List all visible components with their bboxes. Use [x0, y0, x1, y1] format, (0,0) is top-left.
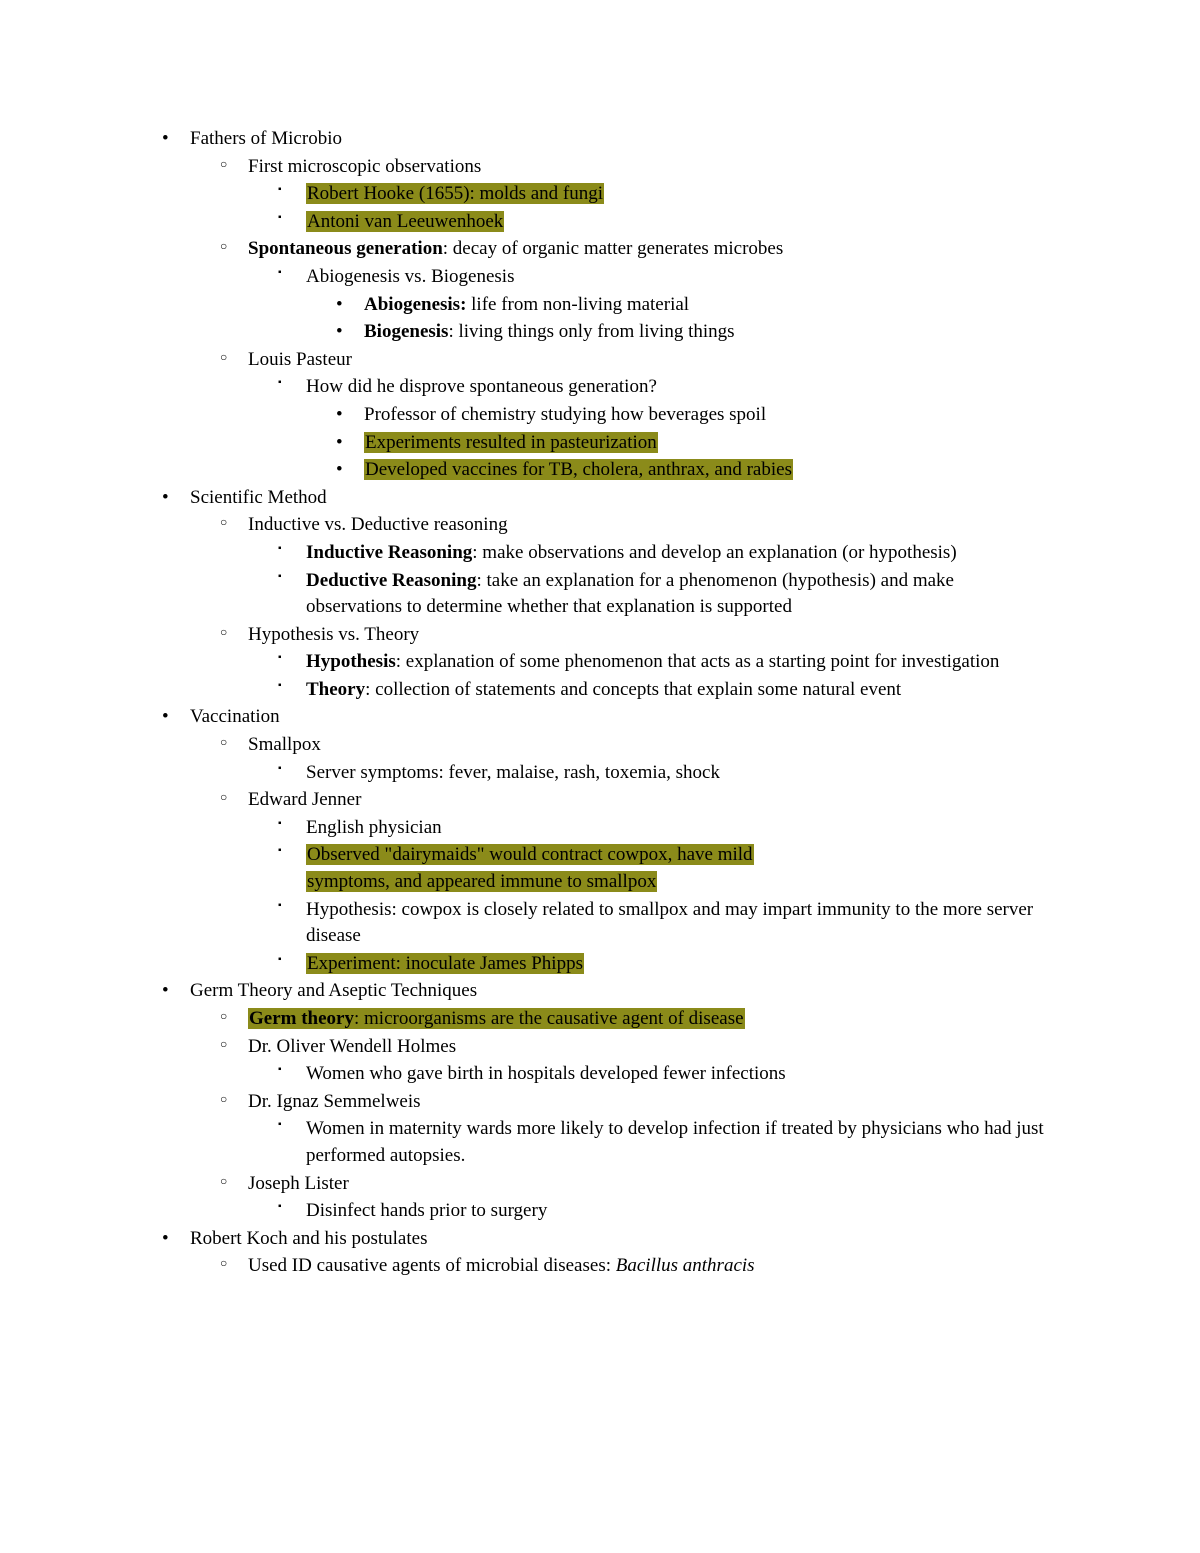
list-item: Developed vaccines for TB, cholera, anth…: [324, 457, 1050, 484]
text: Robert Koch and his postulates: [190, 1228, 427, 1249]
list-item: Experiments resulted in pasteurization: [324, 430, 1050, 457]
list-item: Biogenesis: living things only from livi…: [324, 319, 1050, 346]
list-item: Theory: collection of statements and con…: [266, 677, 1050, 704]
text: Used ID causative agents of microbial di…: [248, 1255, 616, 1276]
list-item: Observed "dairymaids" would contract cow…: [266, 842, 1050, 895]
text: Dr. Ignaz Semmelweis: [248, 1091, 421, 1112]
text: Edward Jenner: [248, 789, 361, 810]
highlighted-text: Experiments resulted in pasteurization: [364, 432, 658, 453]
text: Germ Theory and Aseptic Techniques: [190, 980, 477, 1001]
list-item: Inductive Reasoning: make observations a…: [266, 540, 1050, 567]
bold-text: Deductive Reasoning: [306, 570, 476, 591]
italic-text: Bacillus anthracis: [616, 1255, 755, 1276]
bold-text: Inductive Reasoning: [306, 542, 472, 563]
list-item: Hypothesis vs. Theory Hypothesis: explan…: [208, 622, 1050, 704]
text: life from non-living material: [466, 294, 689, 315]
list-item: Hypothesis: cowpox is closely related to…: [266, 897, 1050, 950]
bold-text: Biogenesis: [364, 321, 448, 342]
text: How did he disprove spontaneous generati…: [306, 376, 657, 397]
text: Women who gave birth in hospitals develo…: [306, 1063, 786, 1084]
document-page: Fathers of Microbio First microscopic ob…: [0, 0, 1200, 1553]
list-item: Disinfect hands prior to surgery: [266, 1198, 1050, 1225]
highlighted-text: Germ theory: microorganisms are the caus…: [248, 1008, 745, 1029]
bold-text: Spontaneous generation: [248, 238, 443, 259]
bold-text: Germ theory: [249, 1008, 354, 1029]
list-item: Smallpox Server symptoms: fever, malaise…: [208, 732, 1050, 786]
highlighted-text: Robert Hooke (1655): molds and fungi: [306, 183, 604, 204]
text: Abiogenesis vs. Biogenesis: [306, 266, 514, 287]
text: Scientific Method: [190, 487, 327, 508]
list-item: Scientific Method Inductive vs. Deductiv…: [150, 485, 1050, 704]
text: Dr. Oliver Wendell Holmes: [248, 1036, 456, 1057]
highlighted-text: symptoms, and appeared immune to smallpo…: [306, 871, 657, 892]
text: Smallpox: [248, 734, 321, 755]
text: Vaccination: [190, 706, 280, 727]
bold-text: Hypothesis: [306, 651, 396, 672]
list-item: Germ Theory and Aseptic Techniques Germ …: [150, 978, 1050, 1224]
list-item: Hypothesis: explanation of some phenomen…: [266, 649, 1050, 676]
list-item: How did he disprove spontaneous generati…: [266, 374, 1050, 483]
outline-root: Fathers of Microbio First microscopic ob…: [150, 126, 1050, 1280]
text: : living things only from living things: [448, 321, 734, 342]
list-item: Edward Jenner English physician Observed…: [208, 787, 1050, 977]
list-item: Abiogenesis: life from non-living materi…: [324, 292, 1050, 319]
list-item: Spontaneous generation: decay of organic…: [208, 236, 1050, 345]
text: Server symptoms: fever, malaise, rash, t…: [306, 762, 720, 783]
list-item: Vaccination Smallpox Server symptoms: fe…: [150, 704, 1050, 977]
bold-text: Theory: [306, 679, 365, 700]
highlighted-text: Observed "dairymaids" would contract cow…: [306, 844, 754, 865]
text: : collection of statements and concepts …: [365, 679, 901, 700]
list-item: Server symptoms: fever, malaise, rash, t…: [266, 760, 1050, 787]
list-item: Used ID causative agents of microbial di…: [208, 1253, 1050, 1280]
list-item: Experiment: inoculate James Phipps: [266, 951, 1050, 978]
list-item: Germ theory: microorganisms are the caus…: [208, 1006, 1050, 1033]
list-item: Professor of chemistry studying how beve…: [324, 402, 1050, 429]
list-item: Abiogenesis vs. Biogenesis Abiogenesis: …: [266, 264, 1050, 346]
list-item: Louis Pasteur How did he disprove sponta…: [208, 347, 1050, 484]
list-item: Inductive vs. Deductive reasoning Induct…: [208, 512, 1050, 620]
text: Inductive vs. Deductive reasoning: [248, 514, 508, 535]
bold-text: Abiogenesis:: [364, 294, 466, 315]
text: Disinfect hands prior to surgery: [306, 1200, 547, 1221]
list-item: Dr. Ignaz Semmelweis Women in maternity …: [208, 1089, 1050, 1170]
text: Louis Pasteur: [248, 349, 352, 370]
text: First microscopic observations: [248, 156, 481, 177]
text: : explanation of some phenomenon that ac…: [396, 651, 1000, 672]
list-item: Dr. Oliver Wendell Holmes Women who gave…: [208, 1034, 1050, 1088]
text: Hypothesis: cowpox is closely related to…: [306, 899, 1033, 947]
highlighted-text: Developed vaccines for TB, cholera, anth…: [364, 459, 793, 480]
list-item: Deductive Reasoning: take an explanation…: [266, 568, 1050, 621]
highlighted-text: Antoni van Leeuwenhoek: [306, 211, 504, 232]
list-item: English physician: [266, 815, 1050, 842]
list-item: Robert Koch and his postulates Used ID c…: [150, 1226, 1050, 1280]
list-item: Antoni van Leeuwenhoek: [266, 209, 1050, 236]
highlighted-text: Experiment: inoculate James Phipps: [306, 953, 584, 974]
text: Professor of chemistry studying how beve…: [364, 404, 766, 425]
text: Hypothesis vs. Theory: [248, 624, 419, 645]
list-item: Robert Hooke (1655): molds and fungi: [266, 181, 1050, 208]
list-item: Women in maternity wards more likely to …: [266, 1116, 1050, 1169]
list-item: Women who gave birth in hospitals develo…: [266, 1061, 1050, 1088]
text: Joseph Lister: [248, 1173, 349, 1194]
text: : make observations and develop an expla…: [472, 542, 956, 563]
text: English physician: [306, 817, 442, 838]
list-item: Joseph Lister Disinfect hands prior to s…: [208, 1171, 1050, 1225]
list-item: Fathers of Microbio First microscopic ob…: [150, 126, 1050, 484]
text: : decay of organic matter generates micr…: [443, 238, 783, 259]
text: Fathers of Microbio: [190, 128, 342, 149]
list-item: First microscopic observations Robert Ho…: [208, 154, 1050, 236]
text: Women in maternity wards more likely to …: [306, 1118, 1044, 1166]
text: : microorganisms are the causative agent…: [354, 1008, 744, 1029]
